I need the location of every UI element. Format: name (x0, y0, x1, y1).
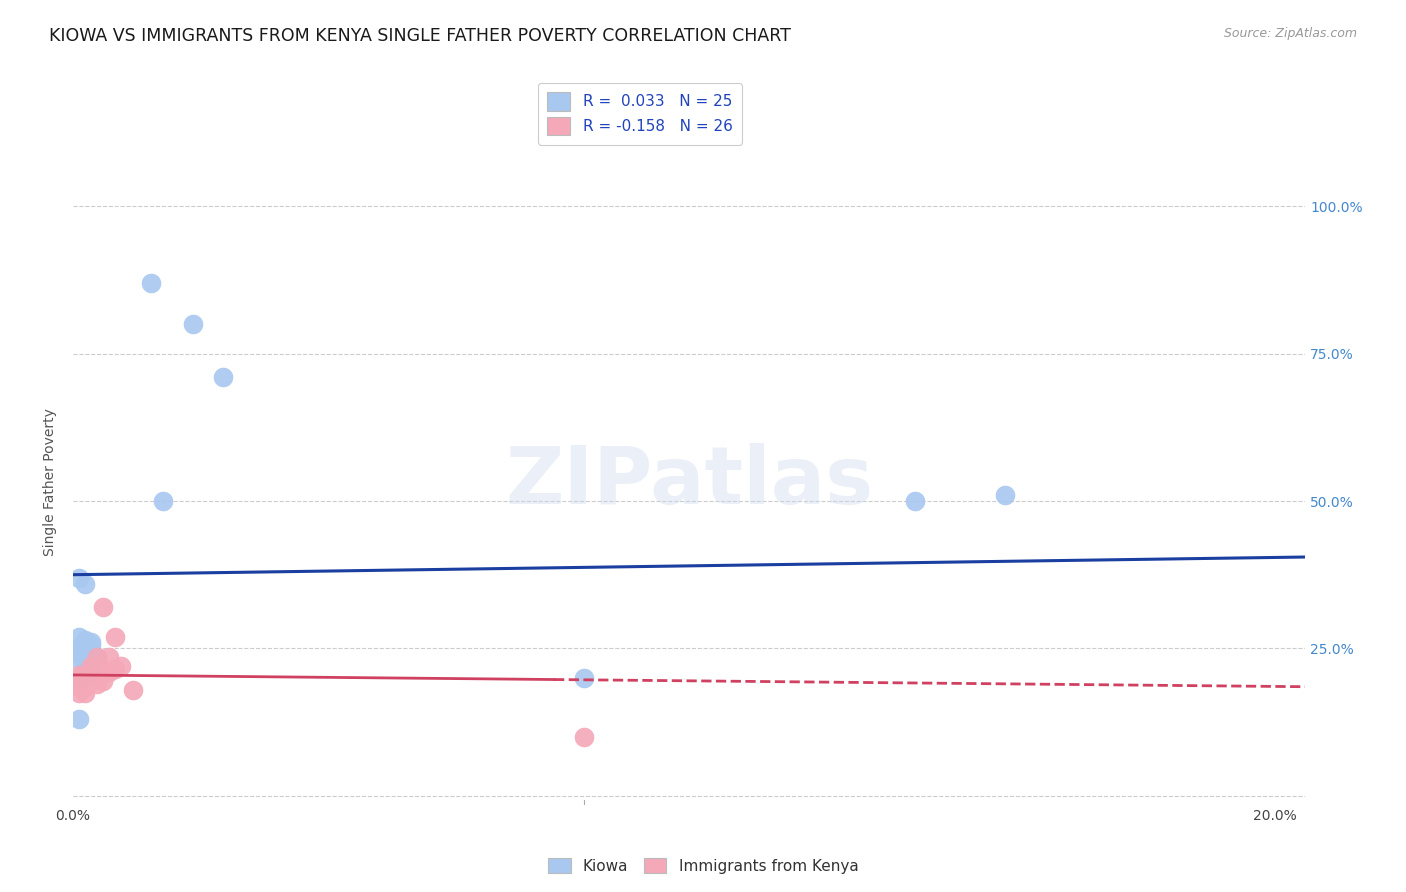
Point (86, 659, 108, 673)
Point (212, 370, 235, 384)
Point (98, 650, 121, 665)
Point (904, 494, 927, 508)
Point (67, 712, 90, 726)
Point (80, 673, 103, 688)
Point (86, 677, 108, 691)
Point (67, 671, 90, 685)
Text: Source: ZipAtlas.com: Source: ZipAtlas.com (1223, 27, 1357, 40)
Point (67, 673, 90, 688)
Point (80, 635, 103, 649)
Point (75, 632, 97, 647)
Point (152, 494, 174, 508)
Point (75, 685, 97, 699)
Text: ZIPatlas: ZIPatlas (505, 442, 873, 521)
Point (67, 648, 90, 662)
Point (75, 673, 97, 688)
Point (181, 317, 204, 331)
Point (98, 665, 121, 679)
Point (67, 644, 90, 658)
Point (67, 641, 90, 656)
Point (104, 630, 127, 644)
Point (67, 653, 90, 667)
Point (141, 276, 163, 290)
Point (67, 630, 90, 644)
Point (75, 671, 97, 685)
Point (67, 685, 90, 699)
Point (91, 662, 114, 676)
Text: KIOWA VS IMMIGRANTS FROM KENYA SINGLE FATHER POVERTY CORRELATION CHART: KIOWA VS IMMIGRANTS FROM KENYA SINGLE FA… (49, 27, 792, 45)
Point (91, 673, 114, 688)
Point (994, 488, 1017, 502)
Point (75, 641, 97, 656)
Point (67, 668, 90, 682)
Point (80, 648, 103, 662)
Point (67, 680, 90, 694)
Point (110, 659, 132, 673)
Point (91, 600, 114, 615)
Point (75, 680, 97, 694)
Point (86, 650, 108, 665)
Point (67, 671, 90, 685)
Point (80, 639, 103, 653)
Point (80, 659, 103, 673)
Point (122, 682, 145, 697)
Legend: R =  0.033   N = 25, R = -0.158   N = 26: R = 0.033 N = 25, R = -0.158 N = 26 (538, 83, 741, 145)
Point (67, 571, 90, 585)
Point (80, 665, 103, 679)
Y-axis label: Single Father Poverty: Single Father Poverty (44, 408, 58, 556)
Point (75, 639, 97, 653)
Point (86, 650, 108, 665)
Point (75, 576, 97, 591)
Point (75, 659, 97, 673)
Point (572, 730, 595, 744)
Point (75, 668, 97, 682)
Point (80, 665, 103, 679)
Point (104, 662, 127, 676)
Point (572, 671, 595, 685)
Legend: Kiowa, Immigrants from Kenya: Kiowa, Immigrants from Kenya (541, 852, 865, 880)
